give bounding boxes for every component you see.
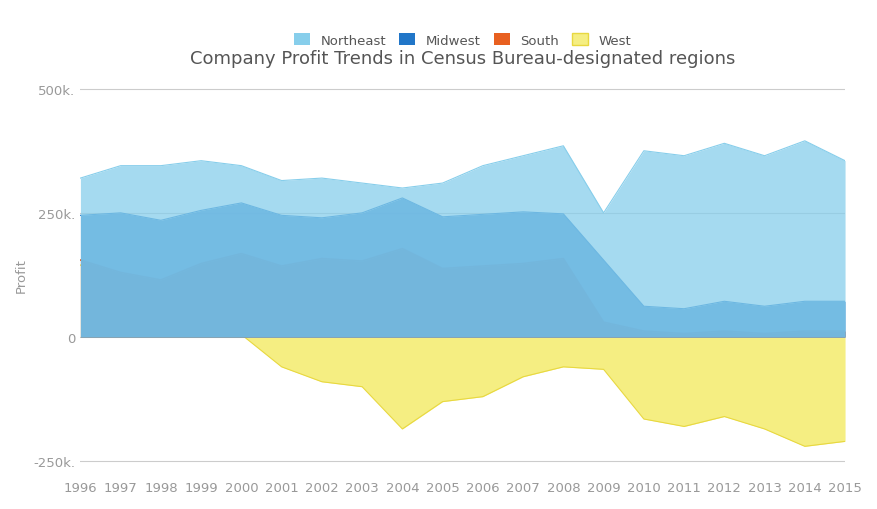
Y-axis label: Profit: Profit <box>15 258 28 293</box>
Legend: Northeast, Midwest, South, West: Northeast, Midwest, South, West <box>289 29 637 53</box>
Title: Company Profit Trends in Census Bureau-designated regions: Company Profit Trends in Census Bureau-d… <box>190 49 736 68</box>
